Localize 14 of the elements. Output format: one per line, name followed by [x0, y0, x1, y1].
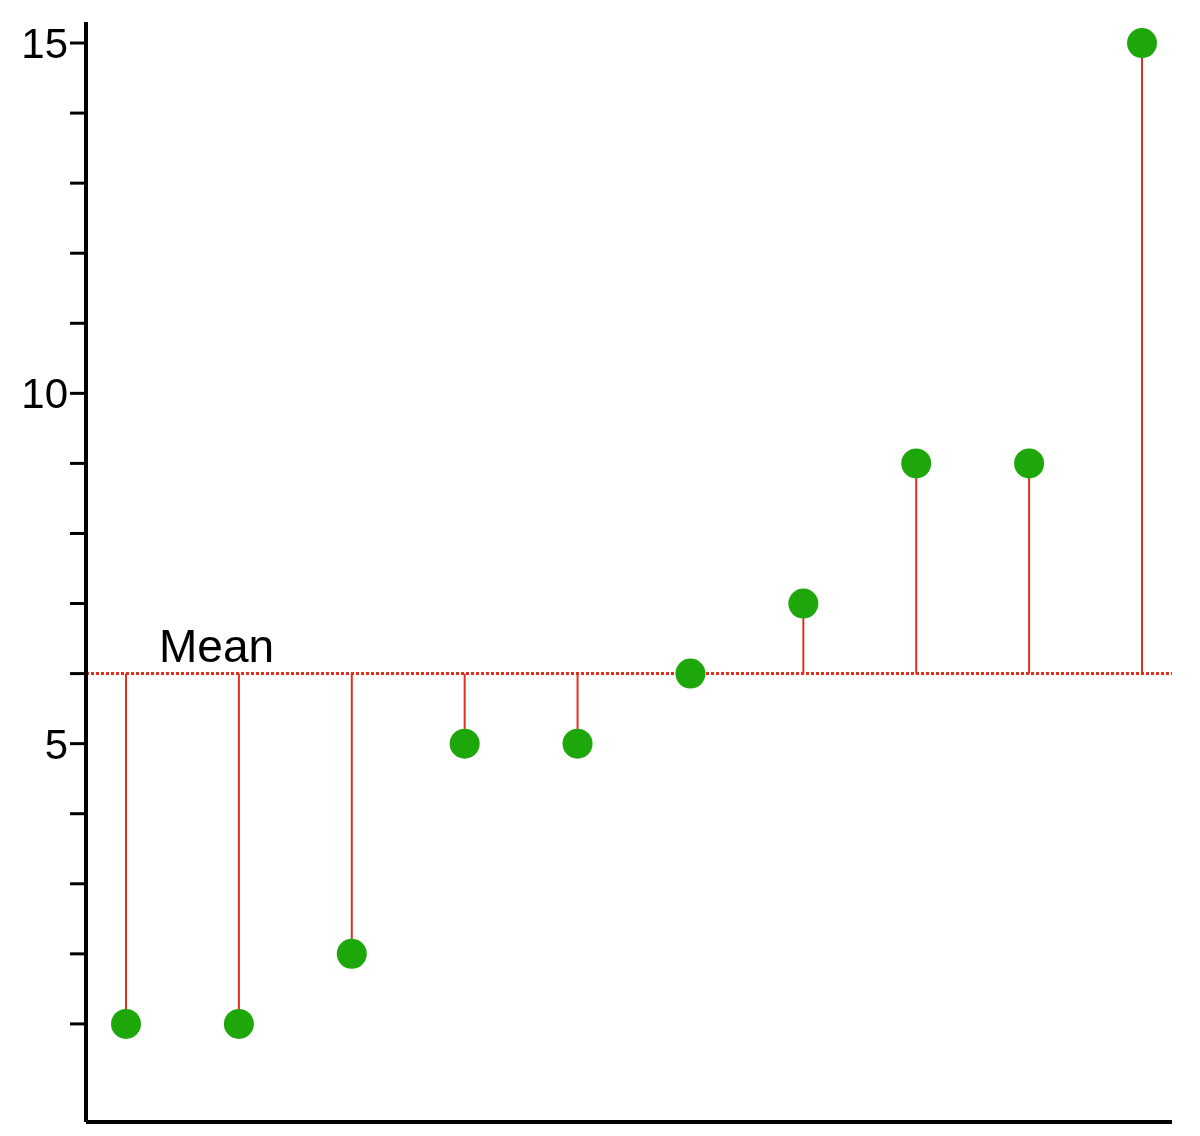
point — [336, 938, 367, 969]
point — [675, 658, 706, 689]
point — [901, 448, 932, 479]
point — [1014, 448, 1045, 479]
point — [449, 728, 480, 759]
point — [111, 1008, 141, 1039]
point — [788, 588, 819, 619]
point — [223, 1008, 254, 1039]
y-tick-label: 10 — [21, 370, 68, 418]
y-tick-label: 15 — [21, 19, 68, 67]
point — [562, 728, 593, 759]
point — [1127, 28, 1157, 59]
y-tick-label: 5 — [44, 720, 68, 768]
ref-line-label: Mean — [159, 620, 275, 673]
